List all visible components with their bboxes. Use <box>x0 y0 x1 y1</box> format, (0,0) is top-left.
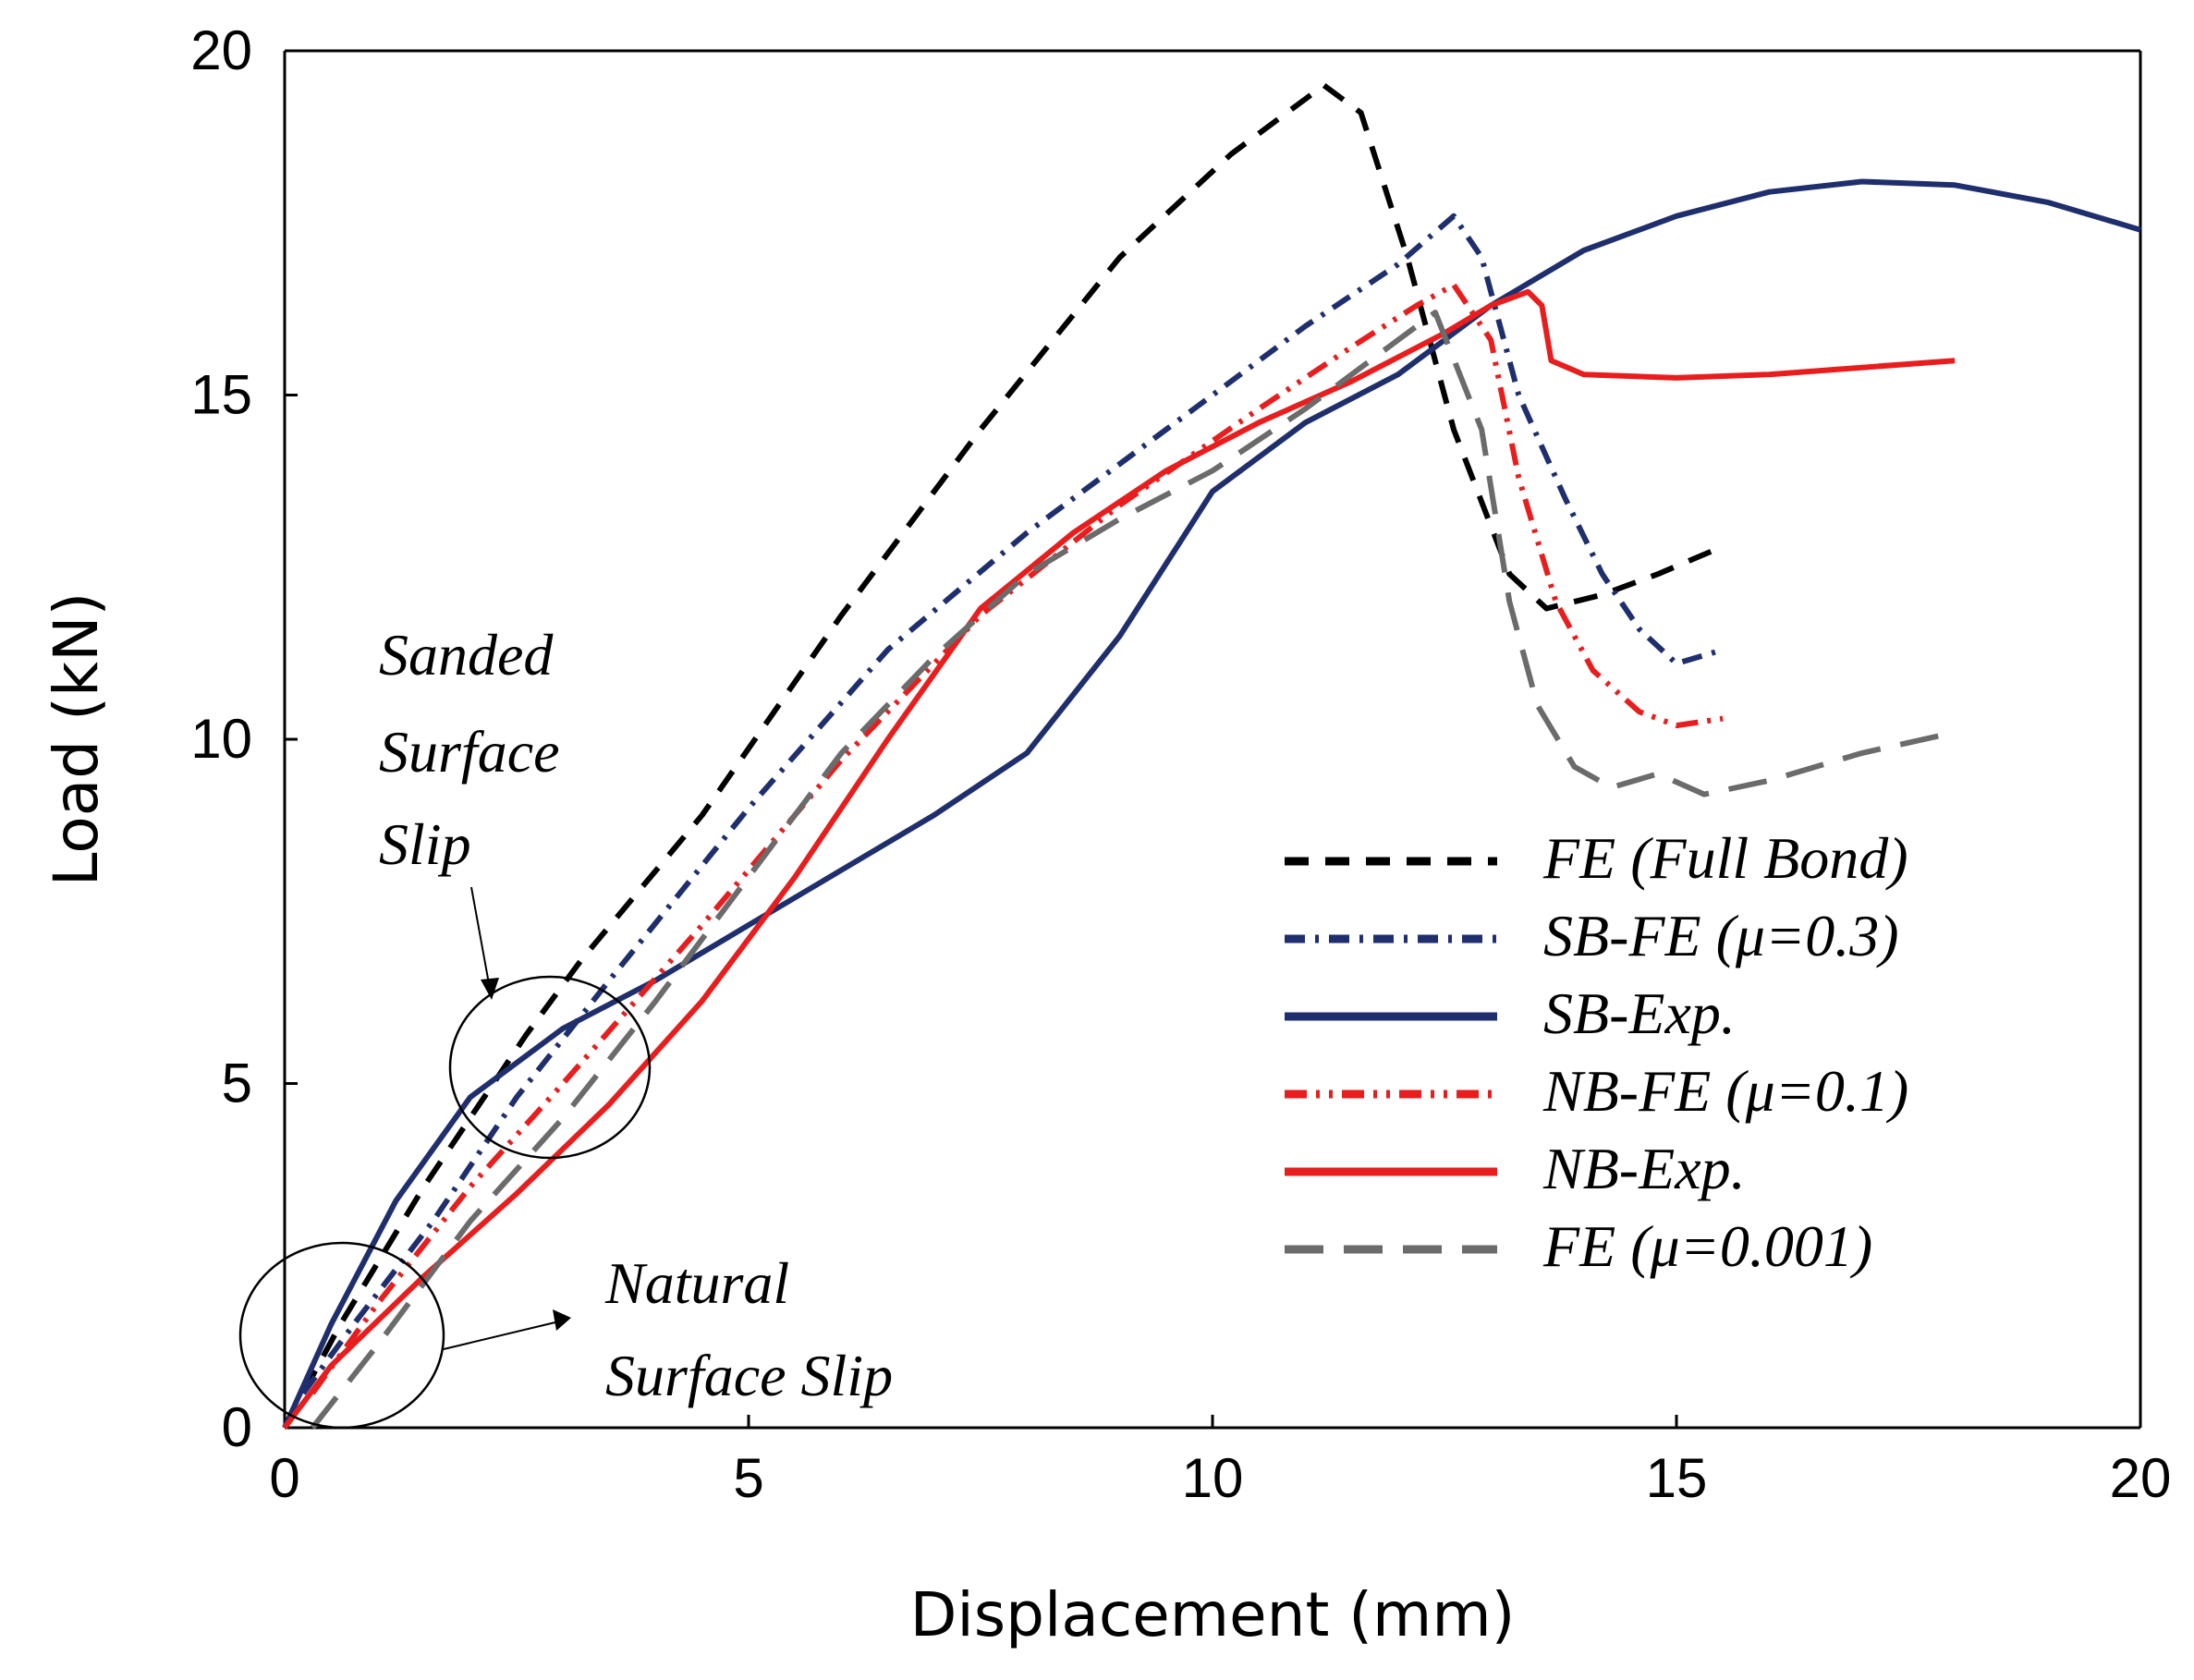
x-tick-label: 5 <box>733 1447 763 1509</box>
annotation-sanded-line-1: Sanded <box>379 622 554 688</box>
axis-ticks: 0 5 10 15 20 0 5 10 15 20 <box>190 19 2171 1509</box>
data-series <box>282 82 2141 1430</box>
x-tick-label: 15 <box>1646 1447 1708 1509</box>
y-tick-label: 15 <box>190 364 252 426</box>
x-axis-title: Displacement (mm) <box>910 1579 1516 1650</box>
x-tick-label: 10 <box>1182 1447 1244 1509</box>
y-tick-label: 5 <box>222 1053 252 1114</box>
x-tick-label: 0 <box>269 1447 299 1509</box>
legend-label-fe-full-bond: FE (Full Bond) <box>1542 825 1908 891</box>
y-tick-label: 10 <box>190 708 252 770</box>
series-line-nb-exp <box>282 288 1956 1430</box>
annotation-sanded-line-3: Slip <box>379 811 471 877</box>
y-axis-title: Load (kN) <box>41 592 112 886</box>
annotation-sanded-line-2: Surface <box>379 719 560 785</box>
x-tick-label: 20 <box>2110 1447 2172 1509</box>
y-tick-label: 0 <box>222 1396 252 1458</box>
annotation-natural-arrow <box>443 1321 560 1350</box>
series-line-fe-full-bond <box>282 82 1725 1430</box>
series-line-fe-0-001 <box>310 310 1956 1430</box>
annotation-sanded-circle <box>448 975 652 1160</box>
annotation-sanded-arrowhead <box>481 978 499 1000</box>
y-tick-label: 20 <box>190 19 252 81</box>
annotation-natural: Natural Surface Slip <box>238 1241 893 1430</box>
legend-label-sb-fe-0-3: SB-FE (μ=0.3) <box>1543 903 1899 968</box>
series-line-sb-fe-0-3 <box>300 213 1725 1395</box>
series-line-sb-exp <box>282 178 2141 1430</box>
legend-label-fe-0-001: FE (μ=0.001) <box>1542 1213 1872 1279</box>
legend-label-nb-fe-0-1: NB-FE (μ=0.1) <box>1542 1058 1908 1124</box>
legend: FE (Full Bond) SB-FE (μ=0.3) SB-Exp. NB-FE … <box>1285 825 1908 1279</box>
annotation-natural-arrowhead <box>553 1309 571 1331</box>
annotation-sanded: Sanded Surface Slip <box>379 622 652 1160</box>
annotation-sanded-arrow <box>470 886 491 990</box>
annotation-natural-line-1: Natural <box>604 1250 789 1316</box>
series-line-nb-fe-0-1 <box>310 282 1724 1395</box>
legend-label-nb-exp: NB-Exp. <box>1542 1136 1746 1201</box>
annotation-natural-circle <box>238 1241 445 1430</box>
legend-label-sb-exp: SB-Exp. <box>1543 980 1736 1046</box>
annotation-natural-line-2: Surface Slip <box>605 1343 893 1408</box>
